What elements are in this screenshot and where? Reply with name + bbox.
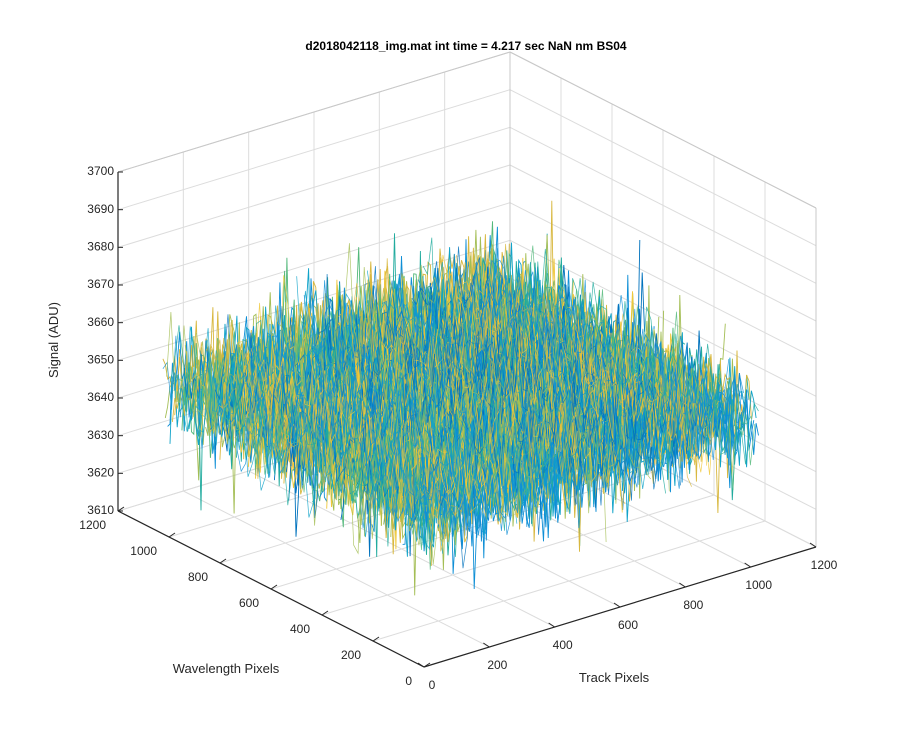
y-tick-label: 200 bbox=[341, 648, 361, 662]
y-tick-mark bbox=[372, 636, 380, 642]
x-tick-mark bbox=[679, 582, 686, 588]
y-tick-label: 1000 bbox=[130, 544, 157, 558]
chart-title: d2018042118_img.mat int time = 4.217 sec… bbox=[305, 39, 627, 53]
y-tick-label: 1200 bbox=[79, 518, 106, 532]
y-axis-label: Wavelength Pixels bbox=[173, 661, 280, 676]
z-tick-label: 3630 bbox=[87, 428, 114, 442]
x-axis-label: Track Pixels bbox=[579, 670, 650, 685]
box-edge bbox=[509, 51, 817, 209]
z-tick-label: 3700 bbox=[87, 164, 114, 178]
y-tick-label: 400 bbox=[290, 622, 310, 636]
box-edge bbox=[117, 51, 511, 173]
x-tick-mark bbox=[809, 542, 817, 548]
z-tick-label: 3680 bbox=[87, 240, 114, 254]
z-tick-label: 3640 bbox=[87, 390, 114, 404]
mesh-line bbox=[385, 277, 648, 489]
x-tick-mark bbox=[613, 602, 621, 608]
z-tick-label: 3610 bbox=[87, 503, 114, 517]
mesh-line bbox=[389, 273, 651, 504]
z-tick-label: 3670 bbox=[87, 277, 114, 291]
x-tick-label: 400 bbox=[553, 638, 573, 652]
mesh-line bbox=[467, 261, 730, 449]
mesh-surface bbox=[162, 200, 759, 596]
x-tick-label: 600 bbox=[618, 618, 638, 632]
x-tick-mark bbox=[548, 622, 555, 628]
floor-grid-y bbox=[372, 520, 766, 642]
z-tick-label: 3650 bbox=[87, 353, 114, 367]
y-tick-mark bbox=[423, 662, 431, 668]
y-tick-label: 600 bbox=[239, 596, 259, 610]
mesh-line bbox=[169, 325, 432, 547]
mesh-line bbox=[493, 245, 756, 491]
z-tick-label: 3620 bbox=[87, 466, 114, 480]
mesh-line bbox=[396, 282, 659, 490]
mesh-line bbox=[497, 248, 759, 465]
y-tick-mark bbox=[321, 610, 329, 616]
x-tick-mark bbox=[744, 562, 751, 568]
y-tick-label: 800 bbox=[188, 570, 208, 584]
floor-grid-y bbox=[321, 494, 715, 616]
x-tick-mark bbox=[417, 662, 425, 668]
mesh-line bbox=[437, 261, 700, 463]
x-tick-label: 1200 bbox=[811, 558, 838, 572]
y-tick-mark bbox=[270, 584, 278, 590]
x-tick-label: 800 bbox=[683, 598, 703, 612]
mesh-line bbox=[404, 286, 666, 494]
z-axis-label: Signal (ADU) bbox=[46, 302, 61, 378]
mesh-line bbox=[489, 251, 752, 446]
z-tick-label: 3690 bbox=[87, 202, 114, 216]
x-tick-label: 1000 bbox=[745, 578, 772, 592]
z-tick-label: 3660 bbox=[87, 315, 114, 329]
mesh-line bbox=[422, 237, 685, 461]
mesh-line bbox=[326, 296, 588, 529]
y-tick-mark bbox=[117, 506, 125, 512]
mesh-line bbox=[225, 343, 488, 542]
x-tick-label: 200 bbox=[487, 658, 507, 672]
y-tick-label: 0 bbox=[405, 674, 412, 688]
y-tick-mark bbox=[168, 532, 176, 538]
y-tick-mark bbox=[219, 558, 227, 564]
tick-labels: 3610 3620 3630 3640 3650 3660 3670 3680 3690 3700… bbox=[79, 164, 837, 692]
mesh-line bbox=[485, 255, 748, 440]
x-tick-label: 0 bbox=[429, 678, 436, 692]
x-tick-mark bbox=[483, 642, 490, 648]
